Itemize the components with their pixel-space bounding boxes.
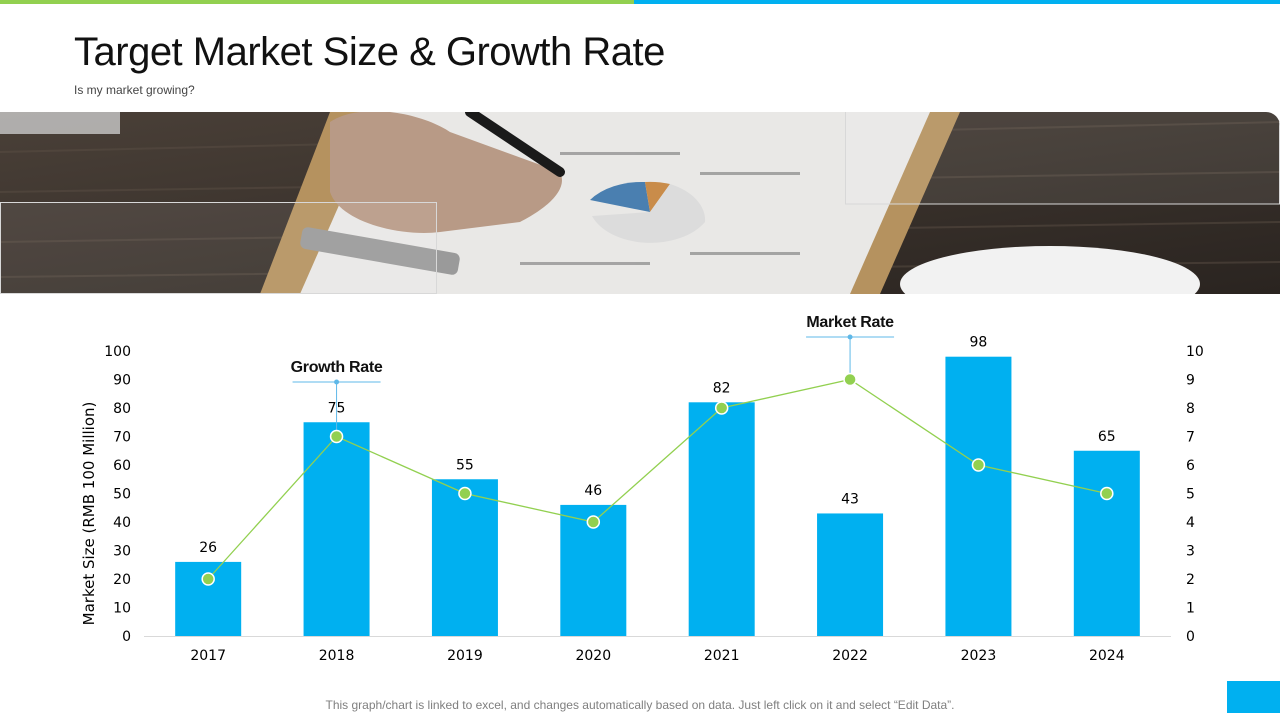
growth-point-2020 bbox=[586, 515, 601, 529]
bar-value-label-2017: 26 bbox=[199, 540, 217, 556]
y-tick-label: 10 bbox=[113, 601, 131, 617]
bar-2024 bbox=[1073, 450, 1140, 636]
growth-point-2022 bbox=[843, 372, 857, 387]
y2-tick-label: 3 bbox=[1186, 544, 1195, 560]
bar-value-label-2023: 98 bbox=[970, 335, 988, 351]
x-tick-label-2019: 2019 bbox=[447, 648, 483, 664]
x-tick-label-2023: 2023 bbox=[961, 648, 997, 664]
y-tick-label: 60 bbox=[113, 458, 131, 474]
growth-point-2023 bbox=[971, 458, 986, 472]
growth-point-2018 bbox=[329, 429, 344, 444]
growth-point-2021 bbox=[714, 401, 729, 415]
y-tick-label: 40 bbox=[113, 515, 131, 531]
corner-accent-block bbox=[1227, 681, 1280, 713]
page-subtitle: Is my market growing? bbox=[74, 83, 195, 97]
y2-tick-label: 9 bbox=[1186, 373, 1195, 389]
bar-2021 bbox=[688, 402, 755, 636]
x-tick-label-2021: 2021 bbox=[704, 648, 740, 664]
y-tick-label: 100 bbox=[104, 344, 131, 360]
bar-value-label-2020: 46 bbox=[584, 483, 602, 499]
top-accent-bar-blue bbox=[634, 0, 1280, 4]
growth-rate-line bbox=[207, 378, 1107, 580]
bar-value-label-2021: 82 bbox=[713, 380, 731, 396]
bar-2018 bbox=[303, 422, 370, 636]
y-tick-label: 80 bbox=[113, 401, 131, 417]
growth-point-2017 bbox=[201, 572, 215, 586]
y-tick-label: 70 bbox=[113, 430, 131, 446]
y-tick-label: 20 bbox=[113, 572, 131, 588]
callout-anchor-dot bbox=[334, 379, 340, 385]
top-accent-bar-green bbox=[0, 0, 634, 4]
y-tick-label: 50 bbox=[113, 487, 131, 503]
growth-point-2019 bbox=[458, 486, 472, 501]
y-axis-label: Market Size (RMB 100 Million) bbox=[80, 402, 98, 626]
y2-tick-label: 1 bbox=[1186, 601, 1195, 617]
bar-2023 bbox=[945, 356, 1012, 636]
bar-value-label-2024: 65 bbox=[1098, 429, 1116, 445]
y2-tick-label: 8 bbox=[1186, 401, 1195, 417]
y2-tick-label: 4 bbox=[1186, 515, 1195, 531]
x-tick-label-2022: 2022 bbox=[832, 648, 868, 664]
bar-2022 bbox=[817, 513, 884, 636]
page-title: Target Market Size & Growth Rate bbox=[74, 30, 665, 74]
callout-label: Market Rate bbox=[806, 314, 894, 331]
bar-value-label-2018: 75 bbox=[328, 400, 346, 416]
x-tick-label-2018: 2018 bbox=[319, 648, 355, 664]
x-tick-label-2024: 2024 bbox=[1089, 648, 1125, 664]
x-tick-label-2020: 2020 bbox=[575, 648, 611, 664]
y-tick-label: 90 bbox=[113, 373, 131, 389]
bar-value-label-2022: 43 bbox=[841, 491, 859, 507]
y2-tick-label: 7 bbox=[1186, 430, 1195, 446]
y-tick-label: 0 bbox=[122, 629, 131, 645]
y2-tick-label: 0 bbox=[1186, 629, 1195, 645]
header-photo bbox=[0, 112, 1280, 294]
y2-tick-label: 10 bbox=[1186, 344, 1204, 360]
y2-tick-label: 2 bbox=[1186, 572, 1195, 588]
y-tick-label: 30 bbox=[113, 544, 131, 560]
growth-point-2024 bbox=[1100, 486, 1114, 501]
footer-note: This graph/chart is linked to excel, and… bbox=[325, 698, 955, 712]
y2-tick-label: 5 bbox=[1186, 487, 1195, 503]
bar-2019 bbox=[431, 479, 498, 636]
y2-tick-label: 6 bbox=[1186, 458, 1195, 474]
x-tick-label-2017: 2017 bbox=[190, 648, 226, 664]
header-photo-image bbox=[0, 112, 1280, 294]
callout-label: Growth Rate bbox=[291, 359, 383, 376]
callout-anchor-dot bbox=[847, 334, 853, 340]
bar-value-label-2019: 55 bbox=[456, 457, 474, 473]
